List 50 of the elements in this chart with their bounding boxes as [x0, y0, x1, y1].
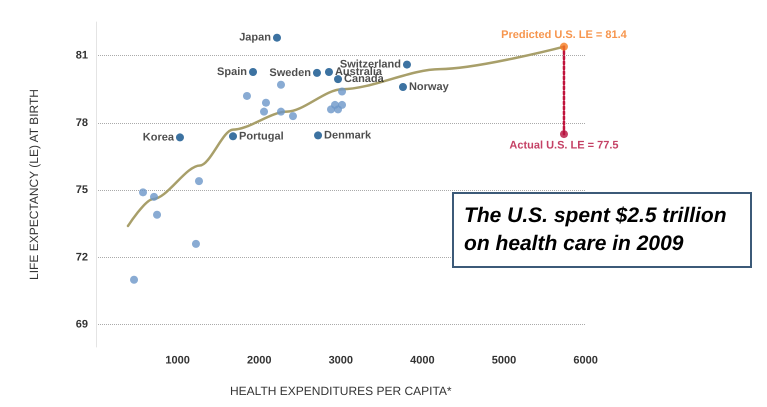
point [192, 240, 200, 248]
x-tick-label: 6000 [573, 354, 598, 366]
y-tick-label: 69 [76, 318, 88, 331]
point [312, 68, 321, 77]
y-axis-title: LIFE EXPECTANCY (LE) AT BIRTH [27, 89, 41, 280]
series-label: Korea [142, 131, 175, 144]
series-label: Spain [217, 66, 248, 78]
y-tick-label: 75 [76, 184, 88, 196]
series-label: Japan [239, 32, 272, 44]
point [276, 80, 285, 89]
series-label: Portugal [239, 130, 284, 142]
point [272, 34, 281, 42]
point [229, 132, 238, 140]
point [324, 68, 333, 76]
point [314, 131, 322, 140]
point [249, 68, 257, 76]
point [398, 83, 407, 91]
point [334, 75, 342, 84]
series-label: Norway [408, 81, 450, 93]
x-tick-label: 3000 [328, 354, 354, 366]
y-tick-label: 72 [76, 251, 88, 264]
point [130, 276, 138, 284]
series-label: Denmark [324, 129, 372, 142]
x-tick-label: 1000 [165, 354, 190, 366]
annotation: The U.S. spent $2.5 trillion on health care in 2009 [452, 192, 752, 268]
x-axis-title: HEALTH EXPENDITURES PER CAPITA* [230, 384, 452, 398]
series-label: Canada [344, 73, 385, 86]
point [276, 108, 285, 116]
y-tick-label: 81 [76, 50, 88, 62]
x-tick-label: 4000 [410, 354, 435, 366]
point [153, 210, 162, 219]
point [139, 188, 147, 196]
x-tick-label: 2000 [246, 354, 272, 366]
series-label: Actual U.S. LE = 77.5 [509, 140, 619, 152]
series-label: Predicted U.S. LE = 81.4 [501, 29, 628, 42]
x-tick-label: 5000 [492, 354, 516, 366]
point [262, 98, 270, 107]
point [260, 108, 268, 116]
y-tick-label: 78 [76, 116, 88, 129]
point [338, 100, 346, 109]
point [560, 42, 568, 51]
series-label: Sweden [269, 66, 312, 79]
point [402, 60, 411, 69]
point [242, 92, 251, 100]
point [194, 177, 203, 186]
point [176, 133, 184, 142]
point [560, 130, 568, 138]
point [288, 112, 297, 120]
point [338, 87, 346, 96]
point [150, 192, 158, 201]
